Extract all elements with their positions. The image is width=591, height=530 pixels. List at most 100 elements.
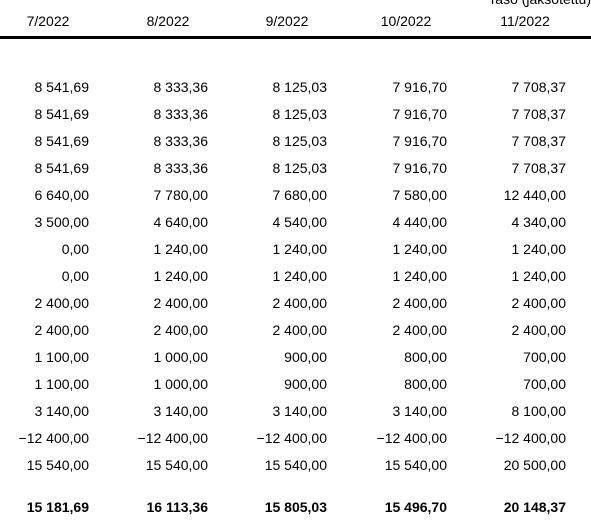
table-cell: 2 400,00 [511,295,567,311]
table-cell: 7 708,37 [511,133,567,149]
table-cell: −12 400,00 [18,430,89,446]
table-row: 6 640,00 7 780,00 7 680,00 7 580,00 12 440,0… [0,186,591,213]
column-header-9-2022: 9/2022 [265,13,309,29]
total-cell: 16 113,36 [146,499,208,515]
table-cell: 8 125,03 [272,160,328,176]
table-cell: 8 333,36 [153,160,209,176]
table-cell: 900,00 [284,376,327,392]
table-header: 7/2022 8/2022 9/2022 10/2022 11/2022 [0,13,591,33]
table-cell: 2 400,00 [34,295,90,311]
table-cell: 15 540,00 [264,457,327,473]
column-header-7-2022: 7/2022 [26,13,70,29]
table-cell: 3 140,00 [392,403,448,419]
table-cell: 3 140,00 [34,403,90,419]
table-cell: 1 240,00 [392,241,448,257]
table-cell: 8 125,03 [272,133,328,149]
table-cell: 0,00 [61,268,89,284]
table-cell: 8 333,36 [153,79,209,95]
total-cell: 15 496,70 [384,499,447,515]
table-cell: 1 100,00 [34,349,90,365]
table-cell: 2 400,00 [153,322,209,338]
table-cell: 8 333,36 [153,106,209,122]
table-cell: 8 125,03 [272,79,328,95]
table-cell: 1 240,00 [272,268,328,284]
total-cell: 20 148,37 [503,499,566,515]
table-cell: 7 708,37 [511,160,567,176]
table-body: 8 541,69 8 333,36 8 125,03 7 916,70 7 708,37… [0,78,591,483]
table-cell: 15 540,00 [26,457,89,473]
table-cell: 1 240,00 [392,268,448,284]
table-cell: 2 400,00 [272,322,328,338]
table-cell: 3 140,00 [272,403,328,419]
table-cell: 1 240,00 [272,241,328,257]
column-header-11-2022: 11/2022 [500,13,550,29]
table-cell: 2 400,00 [392,322,448,338]
table-row: 2 400,00 2 400,00 2 400,00 2 400,00 2 400,00 [0,321,591,348]
table-cell: −12 400,00 [495,430,566,446]
table-cell: 8 100,00 [511,403,567,419]
table-cell: 2 400,00 [272,295,328,311]
table-cell: 2 400,00 [34,322,90,338]
table-cell: 2 400,00 [511,322,567,338]
table-cell: 7 780,00 [153,187,209,203]
table-cell: 900,00 [284,349,327,365]
table-cell: 700,00 [523,376,566,392]
table-row: 2 400,00 2 400,00 2 400,00 2 400,00 2 400,00 [0,294,591,321]
table-row: 15 540,00 15 540,00 15 540,00 15 540,00 20 5… [0,456,591,483]
table-cell: 1 240,00 [153,268,209,284]
table-cell: 2 400,00 [153,295,209,311]
table-cell: 8 125,03 [272,106,328,122]
table-cell: 7 916,70 [392,160,448,176]
header-divider [0,36,591,39]
table-cell: 8 541,69 [34,79,90,95]
table-cell: 15 540,00 [145,457,208,473]
table-cell: 8 541,69 [34,106,90,122]
table-cell: 4 640,00 [153,214,209,230]
table-cell: 8 541,69 [34,133,90,149]
table-row: −12 400,00 −12 400,00 −12 400,00 −12 400,00… [0,429,591,456]
table-cell: 3 500,00 [34,214,90,230]
table-row: 1 100,00 1 000,00 900,00 800,00 700,00 [0,348,591,375]
table-cell: −12 400,00 [376,430,447,446]
table-cell: 800,00 [404,376,447,392]
table-row: 0,00 1 240,00 1 240,00 1 240,00 1 240,00 [0,240,591,267]
table-cell: 20 500,00 [503,457,566,473]
table-row: 8 541,69 8 333,36 8 125,03 7 916,70 7 708,37 [0,105,591,132]
table-cell: 12 440,00 [503,187,566,203]
table-cell: 1 000,00 [153,349,209,365]
table-cell: 4 340,00 [511,214,567,230]
table-row: 3 500,00 4 640,00 4 540,00 4 440,00 4 340,00 [0,213,591,240]
table-cell: 7 580,00 [392,187,448,203]
table-cell: 7 916,70 [392,79,448,95]
table-row: 0,00 1 240,00 1 240,00 1 240,00 1 240,00 [0,267,591,294]
table-cell: 7 708,37 [511,79,567,95]
table-cell: 700,00 [523,349,566,365]
table-cell: −12 400,00 [256,430,327,446]
table-cell: 1 240,00 [511,268,567,284]
table-cell: 1 000,00 [153,376,209,392]
table-cell: 0,00 [61,241,89,257]
table-cell: 3 140,00 [153,403,209,419]
table-row: 8 541,69 8 333,36 8 125,03 7 916,70 7 708,37 [0,132,591,159]
table-row: 1 100,00 1 000,00 900,00 800,00 700,00 [0,375,591,402]
table-cell: 7 680,00 [272,187,328,203]
totals-row: 15 181,69 16 113,36 15 805,03 15 496,70 … [0,498,591,518]
table-cell: 8 333,36 [153,133,209,149]
table-cell: 1 100,00 [34,376,90,392]
table-cell: 1 240,00 [511,241,567,257]
top-note: Taso (jaksotettu) [441,0,591,7]
table-row: 3 140,00 3 140,00 3 140,00 3 140,00 8 100,00 [0,402,591,429]
table-cell: 7 708,37 [511,106,567,122]
table-cell: 2 400,00 [392,295,448,311]
table-cell: 15 540,00 [384,457,447,473]
table-cell: 6 640,00 [34,187,90,203]
table-cell: 1 240,00 [153,241,209,257]
table-row: 8 541,69 8 333,36 8 125,03 7 916,70 7 708,37 [0,78,591,105]
total-cell: 15 805,03 [264,499,327,515]
table-cell: −12 400,00 [137,430,208,446]
table-cell: 4 540,00 [272,214,328,230]
column-header-8-2022: 8/2022 [146,13,190,29]
total-cell: 15 181,69 [26,499,89,515]
table-row: 8 541,69 8 333,36 8 125,03 7 916,70 7 708,37 [0,159,591,186]
table-cell: 7 916,70 [392,133,448,149]
